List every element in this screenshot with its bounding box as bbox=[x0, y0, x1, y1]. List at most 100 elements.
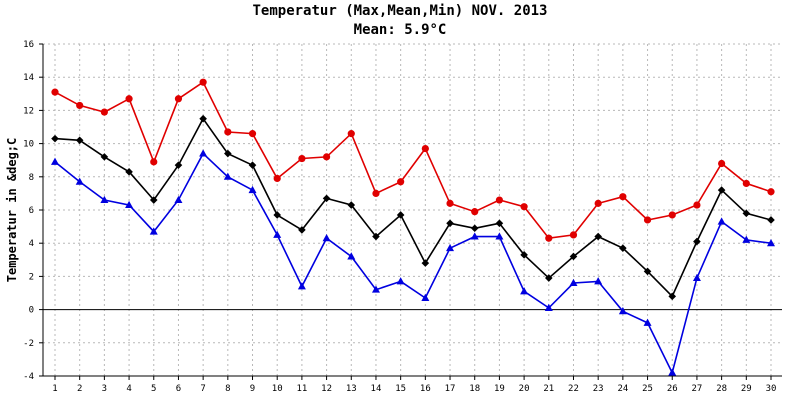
x-tick-label: 16 bbox=[420, 384, 431, 394]
series-line-max bbox=[54, 81, 772, 240]
chart-title: Temperatur (Max,Mean,Min) NOV. 2013 bbox=[252, 3, 548, 19]
point-mean bbox=[174, 161, 183, 169]
point-max bbox=[569, 231, 578, 239]
point-max bbox=[594, 199, 602, 207]
point-min bbox=[594, 277, 603, 285]
point-max bbox=[397, 178, 405, 186]
point-max bbox=[199, 78, 207, 86]
point-min bbox=[495, 232, 504, 240]
y-tick-label: 4 bbox=[29, 239, 34, 249]
point-mean bbox=[470, 224, 479, 233]
point-mean bbox=[619, 244, 627, 252]
point-min bbox=[199, 149, 208, 157]
point-max bbox=[76, 101, 84, 110]
y-tick-label: 14 bbox=[23, 73, 34, 83]
point-min bbox=[347, 252, 356, 260]
point-max bbox=[718, 159, 726, 168]
point-mean bbox=[668, 292, 677, 301]
y-tick-label: 6 bbox=[29, 206, 34, 216]
x-tick-label: 22 bbox=[568, 384, 579, 394]
point-mean bbox=[569, 252, 578, 261]
x-tick-label: 19 bbox=[494, 384, 505, 394]
point-mean bbox=[372, 232, 380, 241]
point-max bbox=[767, 188, 775, 196]
point-mean bbox=[693, 237, 701, 246]
point-max bbox=[248, 130, 257, 138]
point-mean bbox=[51, 134, 59, 143]
x-tick-label: 24 bbox=[617, 384, 628, 394]
point-min bbox=[544, 303, 553, 311]
x-tick-label: 6 bbox=[176, 384, 181, 394]
point-mean bbox=[298, 226, 306, 234]
x-tick-label: 9 bbox=[250, 384, 255, 394]
point-mean bbox=[347, 201, 356, 209]
point-min bbox=[692, 273, 701, 282]
x-tick-label: 28 bbox=[716, 384, 727, 394]
point-mean bbox=[224, 149, 232, 158]
point-max bbox=[51, 88, 59, 96]
point-min bbox=[75, 177, 84, 185]
point-max bbox=[495, 196, 504, 204]
point-max bbox=[150, 158, 158, 166]
x-tick-label: 29 bbox=[741, 384, 752, 394]
point-max bbox=[372, 189, 380, 197]
x-tick-label: 14 bbox=[371, 384, 382, 394]
point-max bbox=[742, 179, 750, 188]
point-mean bbox=[742, 209, 751, 218]
x-tick-label: 1 bbox=[52, 384, 57, 394]
point-min bbox=[396, 277, 405, 285]
point-min bbox=[223, 172, 232, 180]
point-max bbox=[322, 153, 331, 161]
point-max bbox=[693, 201, 701, 209]
x-tick-label: 17 bbox=[445, 384, 456, 394]
x-tick-label: 20 bbox=[519, 384, 530, 394]
point-mean bbox=[495, 219, 504, 228]
point-min bbox=[273, 230, 282, 238]
chart-subtitle: Mean: 5.9°C bbox=[353, 22, 447, 38]
point-min bbox=[520, 287, 529, 295]
point-mean bbox=[199, 114, 207, 123]
point-max bbox=[125, 95, 133, 103]
point-max bbox=[298, 154, 306, 163]
x-tick-label: 3 bbox=[102, 384, 107, 394]
point-min bbox=[322, 234, 331, 242]
y-tick-label: 8 bbox=[29, 173, 34, 183]
point-min bbox=[297, 282, 306, 290]
y-axis-label: Temperatur in &deg;C bbox=[5, 138, 19, 283]
point-min bbox=[100, 195, 109, 204]
point-min bbox=[174, 195, 183, 204]
point-max bbox=[619, 193, 627, 201]
point-max bbox=[224, 128, 232, 136]
point-min bbox=[717, 217, 726, 225]
x-tick-label: 15 bbox=[395, 384, 406, 394]
point-min bbox=[421, 293, 430, 301]
x-tick-label: 8 bbox=[225, 384, 230, 394]
point-min bbox=[618, 307, 627, 315]
point-min bbox=[643, 318, 652, 326]
x-tick-label: 7 bbox=[200, 384, 205, 394]
point-min bbox=[668, 368, 677, 376]
point-mean bbox=[446, 219, 454, 228]
point-min bbox=[371, 285, 380, 293]
point-min bbox=[51, 157, 59, 165]
point-max bbox=[643, 216, 652, 224]
point-mean bbox=[125, 168, 133, 176]
point-mean bbox=[544, 274, 553, 282]
point-max bbox=[273, 174, 281, 183]
x-tick-label: 10 bbox=[272, 384, 283, 394]
x-tick-label: 13 bbox=[346, 384, 357, 394]
point-max bbox=[668, 211, 676, 219]
point-mean bbox=[643, 267, 652, 276]
x-tick-label: 4 bbox=[126, 384, 131, 394]
x-tick-label: 2 bbox=[77, 384, 82, 394]
x-tick-label: 25 bbox=[642, 384, 653, 394]
point-mean bbox=[717, 186, 726, 194]
series-line-min bbox=[54, 152, 772, 375]
x-tick-label: 23 bbox=[593, 384, 604, 394]
point-max bbox=[347, 130, 355, 138]
point-max bbox=[545, 234, 553, 242]
y-tick-label: 12 bbox=[23, 106, 34, 116]
x-tick-label: 12 bbox=[321, 384, 332, 394]
point-max bbox=[446, 199, 454, 207]
x-tick-label: 27 bbox=[692, 384, 703, 394]
